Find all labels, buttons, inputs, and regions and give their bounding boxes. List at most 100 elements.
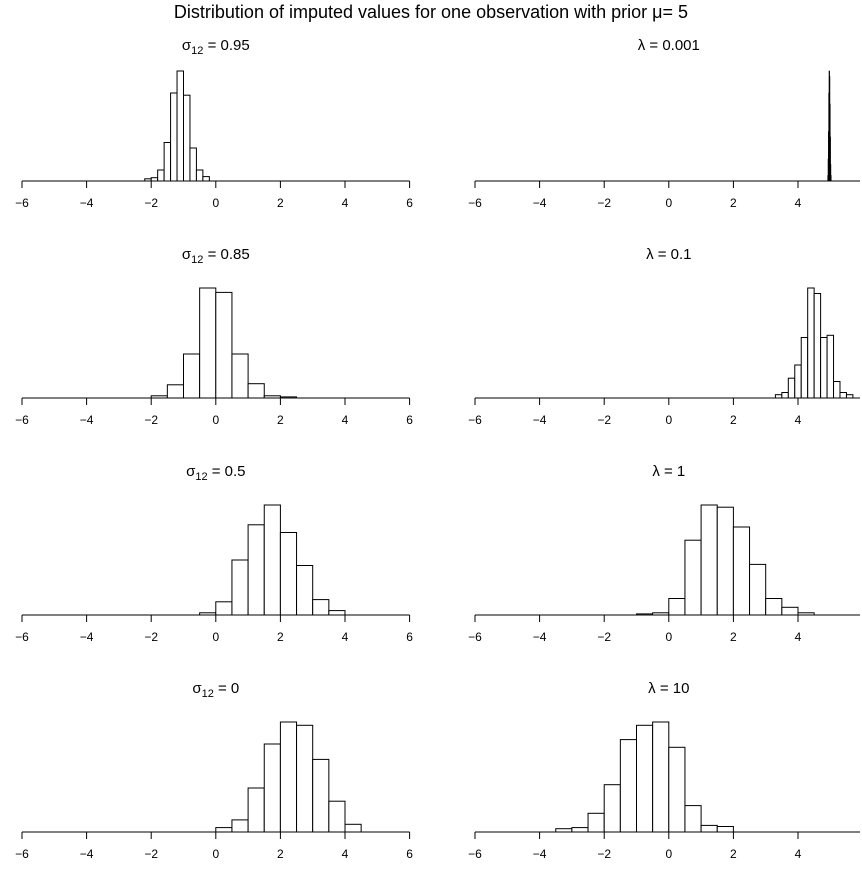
histogram-bar <box>833 381 841 399</box>
x-tick-label: −6 <box>15 847 29 861</box>
histogram-panel: σ12 = 0.5 −6 −4 −2 0 2 4 6 <box>15 463 413 644</box>
x-tick-label: −4 <box>533 413 547 427</box>
x-tick-label: 4 <box>795 196 802 210</box>
histogram-bar <box>157 169 165 182</box>
histogram-bar <box>765 598 783 616</box>
x-tick-label: 0 <box>212 196 219 210</box>
histogram-bar <box>797 612 815 616</box>
title-subscript: 12 <box>202 688 214 700</box>
x-tick-label: 6 <box>406 847 413 861</box>
x-tick-label: −4 <box>80 413 94 427</box>
histogram-bar <box>263 743 281 833</box>
histogram-bar <box>845 394 854 399</box>
histogram-bar <box>312 599 330 616</box>
histogram-bar <box>296 724 314 833</box>
histogram-bar <box>774 394 783 399</box>
histogram-bar <box>652 612 670 616</box>
histogram-bar <box>247 787 265 833</box>
x-tick-label: −6 <box>15 630 29 644</box>
panel-title: λ = 10 <box>648 680 689 697</box>
x-tick-label: 0 <box>212 630 219 644</box>
histogram-bar <box>199 287 217 399</box>
x-tick-label: 2 <box>730 630 737 644</box>
histogram-bar <box>150 395 168 399</box>
histogram-bar <box>587 812 605 833</box>
histogram-bar <box>684 805 702 833</box>
histogram-bar <box>312 758 330 833</box>
histogram-bar <box>700 504 718 616</box>
histogram-bar <box>189 147 197 182</box>
histogram-bar <box>555 828 573 833</box>
panel-title: λ = 1 <box>652 463 685 480</box>
x-tick-label: −6 <box>468 847 482 861</box>
x-tick-label: −6 <box>15 413 29 427</box>
histogram-bar <box>166 384 185 399</box>
panel-title: σ12 = 0.95 <box>182 37 250 57</box>
histogram-bar <box>636 613 654 616</box>
histogram-bar <box>619 739 637 833</box>
histogram-panel: λ = 0.001 −6 −4 −2 0 2 4 <box>468 37 860 210</box>
x-tick-label: 6 <box>406 196 413 210</box>
title-value: = 0.001 <box>645 37 700 54</box>
title-subscript: 12 <box>191 254 203 266</box>
histogram-bar <box>781 392 789 399</box>
histogram-bar <box>668 746 686 833</box>
histogram-bar <box>231 559 249 616</box>
histogram-bar <box>813 293 822 399</box>
histogram-bar <box>749 563 767 616</box>
histogram-bar <box>668 598 686 616</box>
title-symbol: λ <box>638 37 646 54</box>
histogram-bar <box>296 565 314 616</box>
x-tick-label: 0 <box>665 847 672 861</box>
panel-title: σ12 = 0.5 <box>186 463 245 483</box>
x-tick-label: −4 <box>80 630 94 644</box>
histogram-bar <box>716 826 734 833</box>
x-tick-label: −6 <box>468 413 482 427</box>
x-tick-label: −4 <box>533 847 547 861</box>
histogram-bar <box>344 823 362 833</box>
title-value: = 0 <box>214 680 239 697</box>
x-tick-label: 2 <box>277 413 284 427</box>
x-tick-label: 2 <box>730 196 737 210</box>
x-tick-label: 2 <box>277 196 284 210</box>
histogram-bar <box>716 506 734 616</box>
title-value: = 0.95 <box>203 37 249 54</box>
x-tick-label: 4 <box>795 413 802 427</box>
x-tick-label: −6 <box>15 196 29 210</box>
title-value: = 0.85 <box>203 246 249 263</box>
title-subscript: 12 <box>191 45 203 57</box>
histogram-bar <box>636 724 654 833</box>
histogram-panel: λ = 10 −6 −4 −2 0 2 4 <box>468 680 860 861</box>
title-symbol: λ <box>652 463 660 480</box>
x-tick-label: −4 <box>533 630 547 644</box>
histogram-panel: σ12 = 0.95 −6 −4 −2 0 2 4 6 <box>15 37 413 210</box>
title-value: = 0.5 <box>208 463 246 480</box>
histogram-bar <box>202 176 210 182</box>
x-tick-label: −2 <box>144 196 158 210</box>
histogram-bar <box>183 94 191 182</box>
x-tick-label: 0 <box>665 630 672 644</box>
histogram-panel: σ12 = 0.85 −6 −4 −2 0 2 4 6 <box>15 246 413 427</box>
histogram-bar <box>807 287 815 399</box>
title-value: = 1 <box>660 463 685 480</box>
x-tick-label: −2 <box>144 413 158 427</box>
x-tick-label: −4 <box>80 847 94 861</box>
histogram-bar <box>215 827 233 833</box>
x-tick-label: −2 <box>144 847 158 861</box>
title-subscript: 12 <box>195 471 207 483</box>
histogram-bar <box>263 395 281 399</box>
histogram-bar <box>170 92 178 182</box>
x-tick-label: 4 <box>342 413 349 427</box>
histogram-bar <box>195 169 204 182</box>
histogram-bar <box>150 177 159 182</box>
histogram-bar <box>328 800 346 833</box>
title-symbol: σ <box>182 37 192 54</box>
x-tick-label: −4 <box>533 196 547 210</box>
histogram-bar <box>176 70 184 182</box>
histogram-panel: λ = 0.1 −6 −4 −2 0 2 4 <box>468 246 860 427</box>
histogram-bar <box>163 142 172 182</box>
x-tick-label: 2 <box>277 630 284 644</box>
x-tick-label: −6 <box>468 196 482 210</box>
x-tick-label: 2 <box>277 847 284 861</box>
